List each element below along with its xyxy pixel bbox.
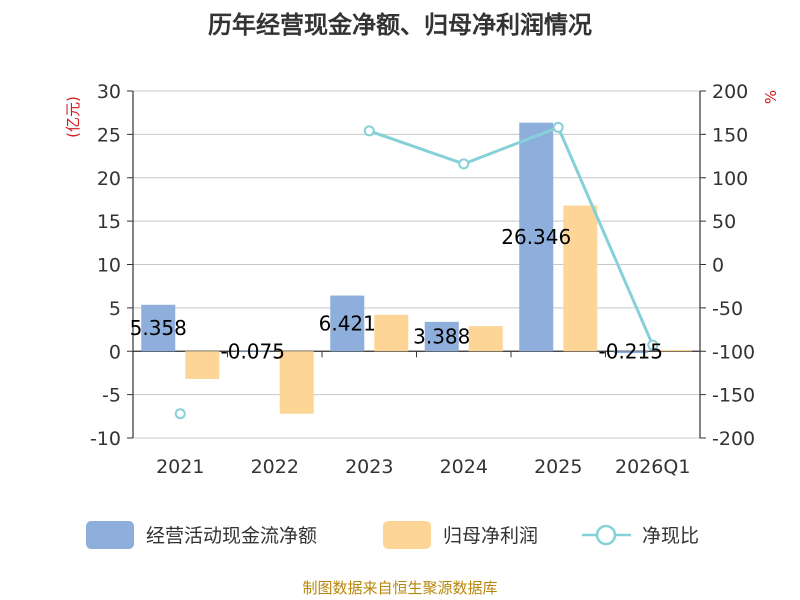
category-label: 2024 xyxy=(440,456,488,478)
bar-cashflow xyxy=(330,295,365,352)
right-tick-label: -200 xyxy=(712,428,755,450)
right-axis-unit: % xyxy=(762,90,780,104)
legend-marker-ratio xyxy=(595,524,617,546)
line-layer xyxy=(174,121,659,420)
left-tick-label: 10 xyxy=(97,255,121,277)
category-label: 2025 xyxy=(534,456,582,478)
ratio-point xyxy=(552,121,564,133)
left-axis-unit: (亿元) xyxy=(64,96,82,138)
legend: 经营活动现金流净额 归母净利润 净现比 xyxy=(86,521,699,549)
category-label: 2021 xyxy=(156,456,204,478)
legend-label-ratio: 净现比 xyxy=(642,525,699,547)
bar-cashflow xyxy=(519,122,554,352)
bar-cashflow xyxy=(424,321,459,352)
bar-profit xyxy=(185,351,220,380)
left-tick-label: -10 xyxy=(90,428,121,450)
source-note: 制图数据来自恒生聚源数据库 xyxy=(302,579,497,597)
bar-layer xyxy=(141,122,692,414)
right-tick-label: -50 xyxy=(712,298,743,320)
data-label-cashflow: -0.215 xyxy=(599,339,663,363)
left-tick-label: -5 xyxy=(102,385,121,407)
legend-label-cashflow: 经营活动现金流净额 xyxy=(146,525,317,547)
legend-swatch-cashflow xyxy=(86,521,134,549)
right-tick-label: 100 xyxy=(712,168,748,190)
category-label: 2026Q1 xyxy=(615,456,690,478)
data-label-cashflow: 26.346 xyxy=(501,225,571,249)
left-tick-label: 25 xyxy=(97,124,121,146)
label-layer: 5.358 -0.075 6.421 3.388 26.346 -0.215 xyxy=(130,225,663,363)
bar-cashflow xyxy=(613,351,648,354)
ratio-point xyxy=(647,339,659,351)
bar-profit xyxy=(468,326,503,352)
data-label-cashflow: 3.388 xyxy=(413,325,470,349)
left-tick-label: 30 xyxy=(97,81,121,103)
right-tick-label: -150 xyxy=(712,385,755,407)
bar-profit xyxy=(657,349,692,352)
data-label-cashflow: 5.358 xyxy=(130,316,187,340)
bar-profit xyxy=(279,351,314,414)
left-tick-label: 0 xyxy=(109,341,121,363)
grid-layer xyxy=(133,90,700,439)
ratio-line xyxy=(368,125,655,346)
right-tick-label: 200 xyxy=(712,81,748,103)
bar-cashflow xyxy=(235,351,270,352)
category-label: 2022 xyxy=(251,456,299,478)
ratio-point xyxy=(458,158,470,170)
right-tick-label: 0 xyxy=(712,255,724,277)
ratio-point xyxy=(363,125,375,137)
chart-title: 历年经营现金净额、归母净利润情况 xyxy=(208,11,592,39)
right-tick-label: 150 xyxy=(712,124,748,146)
left-tick-label: 15 xyxy=(97,211,121,233)
left-tick-label: 5 xyxy=(109,298,121,320)
data-label-cashflow: 6.421 xyxy=(319,311,376,335)
ratio-point xyxy=(174,408,186,420)
data-label-cashflow: -0.075 xyxy=(221,339,285,363)
bar-cashflow xyxy=(141,304,176,352)
bar-profit xyxy=(374,314,409,352)
right-tick-label: -100 xyxy=(712,341,755,363)
legend-swatch-profit xyxy=(383,521,431,549)
axis-layer: 302520151050-5-10200150100500-50-100-150… xyxy=(90,81,755,478)
left-tick-label: 20 xyxy=(97,168,121,190)
right-tick-label: 50 xyxy=(712,211,736,233)
legend-label-profit: 归母净利润 xyxy=(443,525,538,547)
bar-profit xyxy=(563,205,598,352)
category-label: 2023 xyxy=(345,456,393,478)
